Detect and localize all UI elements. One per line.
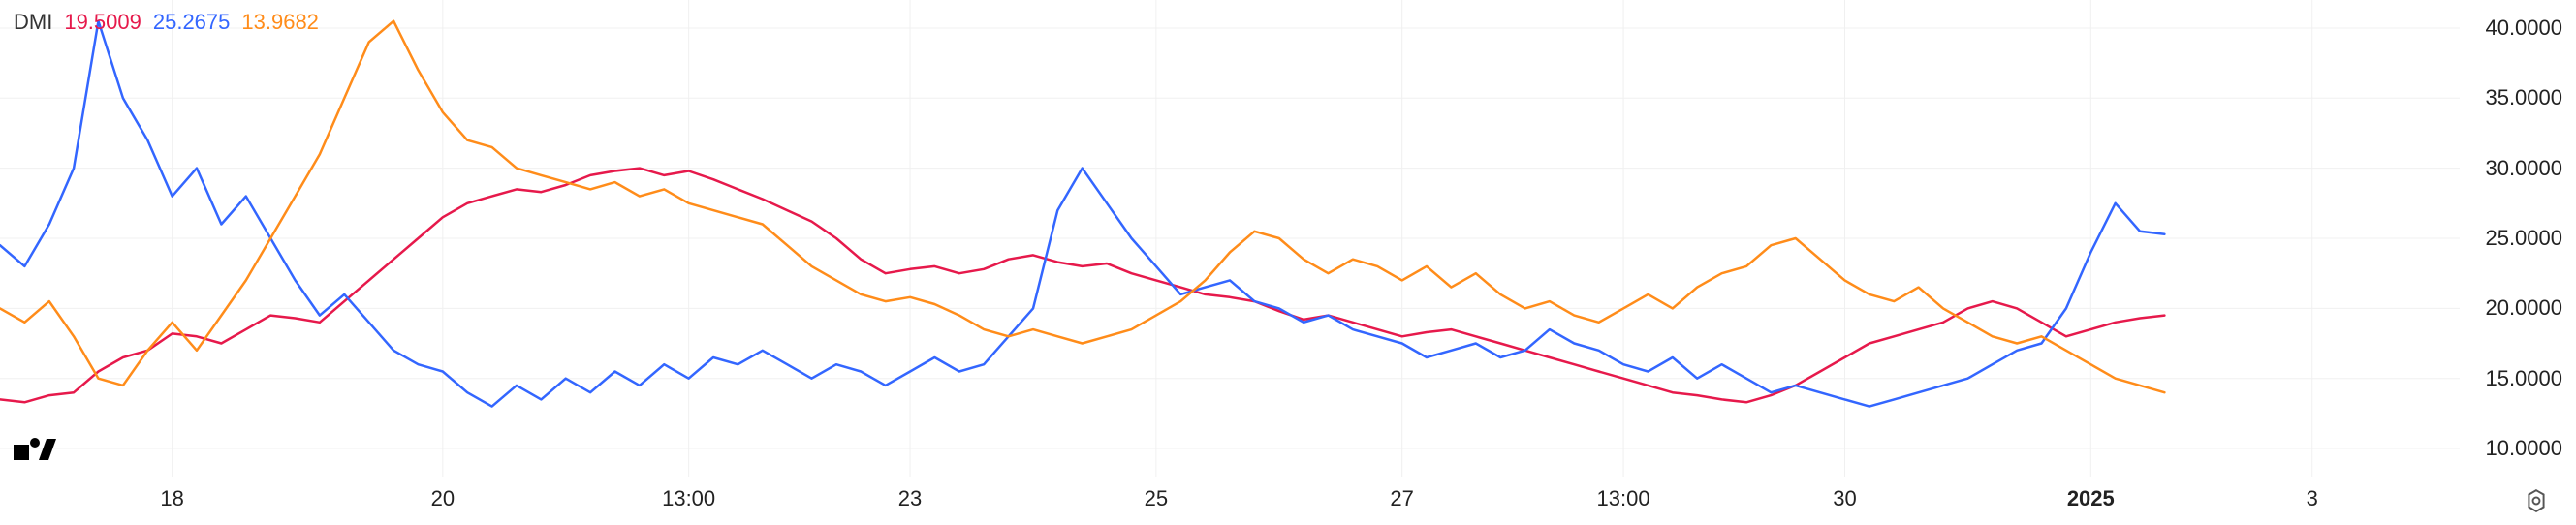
y-tick-label: 20.0000 xyxy=(2485,295,2562,321)
x-tick-label: 3 xyxy=(2307,486,2318,511)
x-axis[interactable]: 18 20 13:00 23 25 27 13:00 30 2025 3 xyxy=(0,477,2460,525)
x-tick-label: 13:00 xyxy=(662,486,715,511)
chart-plot-area[interactable] xyxy=(0,0,2460,477)
y-tick-label: 35.0000 xyxy=(2485,85,2562,110)
series-plus_di xyxy=(0,169,2164,403)
series-adx xyxy=(0,21,2164,393)
series-minus_di xyxy=(0,21,2164,407)
y-axis[interactable]: 10.0000 15.0000 20.0000 25.0000 30.0000 35.00… xyxy=(2460,0,2576,477)
x-tick-label: 18 xyxy=(160,486,183,511)
y-tick-label: 10.0000 xyxy=(2485,436,2562,461)
y-tick-label: 15.0000 xyxy=(2485,366,2562,391)
tradingview-logo xyxy=(14,437,56,469)
x-tick-label: 13:00 xyxy=(1597,486,1650,511)
gear-icon[interactable] xyxy=(2524,488,2549,513)
indicator-value-1: 19.5009 xyxy=(64,10,141,35)
x-tick-label: 20 xyxy=(431,486,455,511)
x-tick-label: 2025 xyxy=(2067,486,2115,511)
chart-legend[interactable]: DMI 19.5009 25.2675 13.9682 xyxy=(14,10,319,35)
indicator-value-3: 13.9682 xyxy=(241,10,319,35)
x-tick-label: 25 xyxy=(1145,486,1168,511)
indicator-value-2: 25.2675 xyxy=(153,10,231,35)
y-tick-label: 25.0000 xyxy=(2485,226,2562,251)
indicator-name: DMI xyxy=(14,10,52,35)
y-tick-label: 40.0000 xyxy=(2485,15,2562,41)
x-tick-label: 30 xyxy=(1833,486,1856,511)
x-tick-label: 23 xyxy=(898,486,922,511)
dmi-chart-panel: DMI 19.5009 25.2675 13.9682 10.0000 15.00… xyxy=(0,0,2576,525)
y-tick-label: 30.0000 xyxy=(2485,156,2562,181)
x-tick-label: 27 xyxy=(1390,486,1413,511)
